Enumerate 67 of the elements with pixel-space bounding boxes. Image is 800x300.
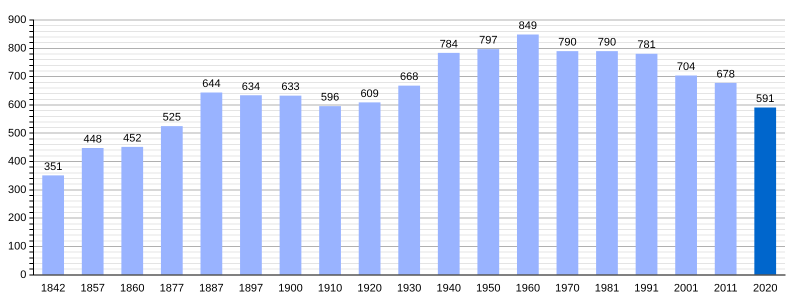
bar xyxy=(319,106,341,274)
data-label: 634 xyxy=(242,80,260,93)
bar xyxy=(160,126,183,274)
x-tick-label: 1981 xyxy=(594,282,620,294)
x-tick-label: 2001 xyxy=(674,282,698,294)
data-label: 448 xyxy=(84,133,102,146)
bar xyxy=(477,49,500,274)
bar xyxy=(358,102,380,274)
y-tick-label: 800 xyxy=(8,42,26,54)
data-label: 644 xyxy=(202,78,221,90)
y-tick-label: 0 xyxy=(20,268,26,281)
x-tick-label: 1970 xyxy=(555,282,580,294)
data-label: 781 xyxy=(637,39,656,52)
data-label: 351 xyxy=(44,160,62,173)
data-label: 849 xyxy=(518,20,538,32)
bar xyxy=(636,54,658,274)
data-label: 525 xyxy=(162,112,181,124)
bar xyxy=(714,82,737,274)
data-label: 790 xyxy=(558,36,577,49)
x-tick-label: 1877 xyxy=(160,282,184,294)
data-label: 790 xyxy=(598,36,616,49)
data-label: 797 xyxy=(479,34,498,47)
x-tick-label: 1900 xyxy=(278,282,303,294)
bar xyxy=(596,51,618,274)
bar xyxy=(438,52,460,274)
y-tick-label: 700 xyxy=(8,70,26,83)
x-tick-label: 1897 xyxy=(238,282,264,294)
x-tick-label: 1860 xyxy=(120,282,144,294)
data-label: 784 xyxy=(440,38,458,50)
bar xyxy=(398,86,420,274)
data-label: 591 xyxy=(756,93,774,106)
data-label: 668 xyxy=(400,71,418,84)
data-label: 633 xyxy=(281,81,300,94)
data-label: 596 xyxy=(320,92,340,104)
bar xyxy=(200,92,222,274)
y-tick-label: 500 xyxy=(8,127,26,140)
bar xyxy=(82,148,104,274)
bar xyxy=(42,175,64,274)
x-tick-label: 2011 xyxy=(714,282,738,294)
x-tick-label: 1887 xyxy=(199,282,224,294)
bar xyxy=(556,51,578,274)
x-tick-label: 2020 xyxy=(752,282,778,294)
data-label: 609 xyxy=(360,88,379,100)
x-tick-label: 1960 xyxy=(516,282,540,294)
bar xyxy=(121,146,144,274)
x-tick-label: 1950 xyxy=(476,282,501,294)
data-label: 678 xyxy=(716,68,735,80)
y-tick-label: 100 xyxy=(8,240,26,253)
bar xyxy=(516,34,539,274)
x-tick-label: 1920 xyxy=(357,282,382,294)
y-tick-label: 200 xyxy=(8,212,26,224)
bar xyxy=(675,75,697,274)
data-label: 452 xyxy=(123,132,142,144)
bar xyxy=(240,95,262,274)
bar xyxy=(754,107,776,274)
y-tick-label: 300 xyxy=(8,184,26,196)
x-tick-label: 1857 xyxy=(80,282,105,294)
y-tick-label: 400 xyxy=(8,156,26,168)
y-tick-label: 600 xyxy=(8,98,26,111)
x-tick-label: 1991 xyxy=(634,282,659,294)
data-label: 704 xyxy=(676,61,696,74)
x-tick-label: 1930 xyxy=(396,282,422,294)
y-tick-label: 900 xyxy=(8,14,26,26)
x-tick-label: 1910 xyxy=(318,282,342,294)
x-tick-label: 1842 xyxy=(40,282,66,294)
bar xyxy=(280,96,302,274)
x-tick-label: 1940 xyxy=(436,282,461,294)
